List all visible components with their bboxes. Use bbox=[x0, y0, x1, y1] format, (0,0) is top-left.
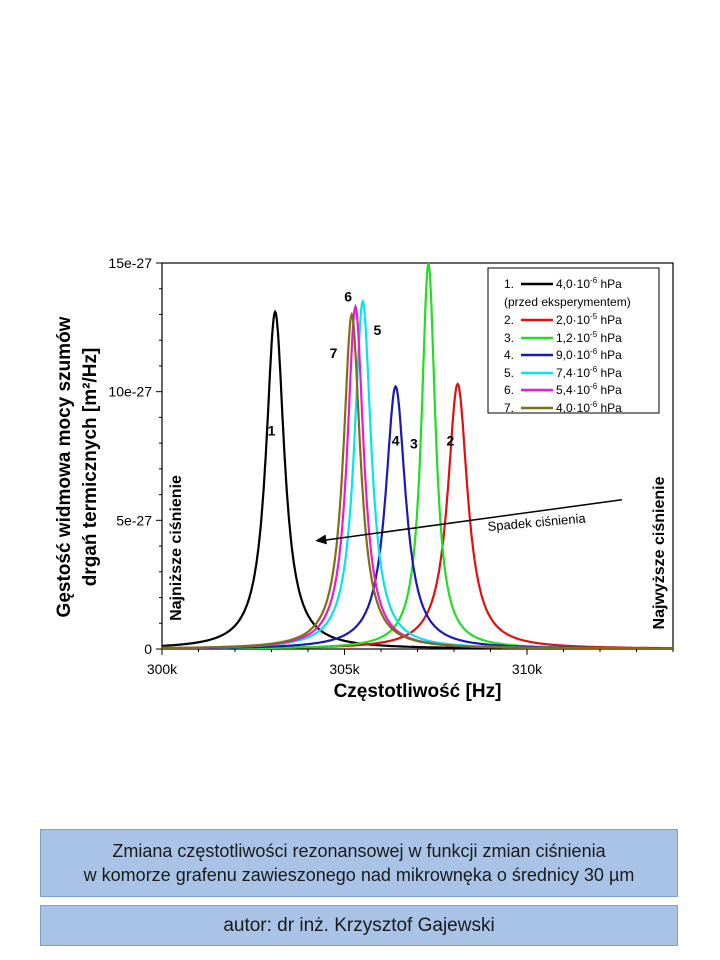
plot-area: 300k 305k 310k 0 5e-27 10e-27 15e-27 Częstotliw… bbox=[54, 255, 674, 702]
series-line-7 bbox=[162, 311, 673, 649]
legend-entry-3: 1,2·10-5 hPa bbox=[556, 330, 622, 345]
legend-entry-6: 5,4·10-6 hPa bbox=[556, 382, 622, 397]
legend-unit: hPa bbox=[597, 277, 622, 291]
curve-label: 3 bbox=[410, 435, 418, 451]
x-tick-label: 300k bbox=[147, 661, 178, 677]
curves-group bbox=[162, 263, 673, 649]
legend-value: 9,0·10 bbox=[556, 348, 590, 362]
curve-label: 4 bbox=[392, 433, 400, 449]
y-tick-label: 10e-27 bbox=[108, 384, 152, 400]
x-tick-label: 305k bbox=[329, 661, 360, 677]
pressure-arrow-head bbox=[315, 534, 327, 545]
legend-value: 1,2·10 bbox=[556, 331, 590, 345]
legend-exponent: -5 bbox=[590, 330, 598, 339]
legend-entry-2: 2,0·10-5 hPa bbox=[556, 312, 622, 327]
legend-number: 6. bbox=[504, 383, 514, 397]
legend-number: 1. bbox=[504, 277, 514, 291]
legend: 1. 4,0·10-6 hPa(przed eksperymentem)2. 2,0… bbox=[487, 267, 660, 415]
legend-value: 2,0·10 bbox=[556, 313, 590, 327]
legend-exponent: -6 bbox=[590, 276, 598, 285]
curve-label: 1 bbox=[268, 422, 276, 438]
legend-number: 3. bbox=[504, 331, 514, 345]
y-tick-label: 5e-27 bbox=[116, 512, 152, 528]
legend-box bbox=[487, 267, 660, 414]
legend-value: 5,4·10 bbox=[556, 383, 590, 397]
legend-exponent: -6 bbox=[590, 347, 598, 356]
curve-label: 2 bbox=[446, 433, 454, 449]
legend-number: 2. bbox=[504, 313, 514, 327]
legend-entry-1: 4,0·10-6 hPa bbox=[556, 276, 622, 291]
y-tick-label: 15e-27 bbox=[108, 255, 152, 271]
legend-exponent: -6 bbox=[590, 400, 598, 409]
curve-label: 7 bbox=[330, 345, 338, 361]
legend-note: (przed eksperymentem) bbox=[504, 295, 631, 309]
legend-exponent: -6 bbox=[590, 365, 598, 374]
legend-value: 4,0·10 bbox=[556, 401, 590, 415]
legend-entry-4: 9,0·10-6 hPa bbox=[556, 347, 622, 362]
legend-number: 7. bbox=[504, 401, 514, 415]
legend-entry-7: 4,0·10-6 hPa bbox=[556, 400, 622, 415]
author-box: autor: dr inż. Krzysztof Gajewski bbox=[40, 905, 678, 946]
annotation-highest-pressure: Najwyższe ciśnienie bbox=[651, 476, 668, 629]
caption-box: Zmiana częstotliwości rezonansowej w fun… bbox=[40, 829, 678, 897]
legend-exponent: -6 bbox=[590, 382, 598, 391]
legend-number: 5. bbox=[504, 366, 514, 380]
arrow-label: Spadek ciśnienia bbox=[487, 510, 587, 534]
legend-exponent: -5 bbox=[590, 312, 598, 321]
caption-line-1: Zmiana częstotliwości rezonansowej w fun… bbox=[112, 841, 606, 861]
legend-unit: hPa bbox=[597, 401, 622, 415]
curve-label: 6 bbox=[344, 289, 352, 305]
legend-number: 4. bbox=[504, 348, 514, 362]
annotation-lowest-pressure: Najniższe ciśnienie bbox=[168, 475, 185, 621]
legend-unit: hPa bbox=[597, 383, 622, 397]
y-tick-label: 0 bbox=[144, 641, 152, 657]
y-axis-label-line-1: Gęstość widmowa mocy szumów bbox=[54, 316, 75, 617]
author-text: autor: dr inż. Krzysztof Gajewski bbox=[223, 915, 495, 936]
y-axis-label-line-2: drgań termicznych [m²/Hz] bbox=[80, 348, 101, 587]
curve-label: 5 bbox=[373, 322, 381, 338]
legend-value: 4,0·10 bbox=[556, 277, 590, 291]
legend-unit: hPa bbox=[597, 348, 622, 362]
legend-value: 7,4·10 bbox=[556, 366, 590, 380]
legend-unit: hPa bbox=[597, 331, 622, 345]
legend-entry-5: 7,4·10-6 hPa bbox=[556, 365, 622, 380]
x-tick-label: 310k bbox=[512, 661, 543, 677]
legend-unit: hPa bbox=[597, 366, 622, 380]
caption-line-2: w komorze grafenu zawieszonego nad mikro… bbox=[83, 865, 635, 885]
x-axis-label: Częstotliwość [Hz] bbox=[334, 681, 502, 702]
pressure-arrow-line bbox=[323, 499, 623, 542]
legend-unit: hPa bbox=[597, 313, 622, 327]
